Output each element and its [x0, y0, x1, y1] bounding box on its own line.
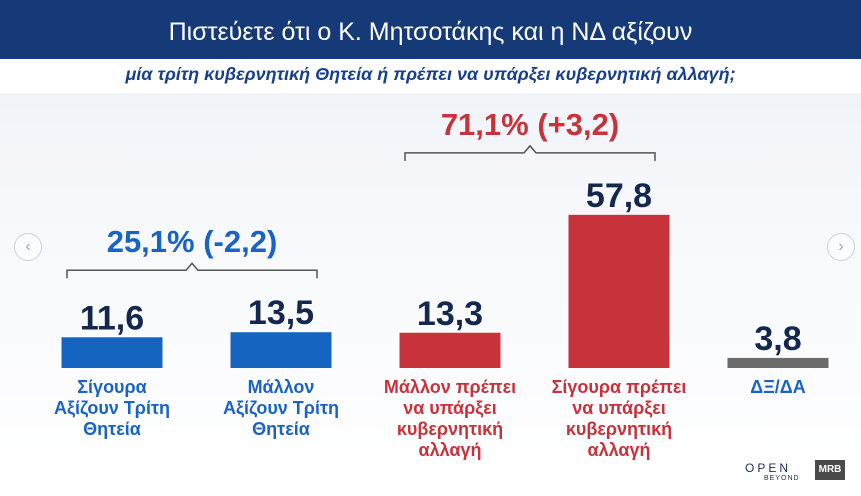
category-label: κυβερνητική — [397, 419, 503, 439]
bar — [61, 337, 163, 368]
open-logo: OPEN — [745, 461, 792, 475]
next-arrow-icon[interactable]: › — [827, 233, 855, 261]
chart-subtitle: μία τρίτη κυβερνητική Θητεία ή πρέπει να… — [125, 64, 736, 84]
bar — [727, 357, 829, 368]
category-label: Μάλλον — [248, 377, 315, 397]
title-bar — [0, 0, 861, 59]
bar-value-label: 13,5 — [248, 294, 314, 332]
category-label: να υπάρξει — [572, 398, 666, 419]
category-label: ΔΞ/ΔΑ — [750, 377, 805, 397]
group-total-label: 71,1% (+3,2) — [441, 107, 619, 142]
subtitle-bar — [0, 59, 861, 93]
group-bracket — [66, 262, 318, 279]
category-label: αλλαγή — [588, 440, 651, 460]
bar-value-label: 57,8 — [586, 177, 652, 215]
bar-value-label: 13,3 — [417, 295, 483, 333]
mrb-logo: MRB — [815, 460, 845, 480]
bar-value-label: 11,6 — [80, 299, 144, 337]
category-label: αλλαγή — [419, 440, 482, 460]
category-label: Αξίζουν Τρίτη — [223, 398, 339, 419]
category-label: Αξίζουν Τρίτη — [54, 398, 170, 419]
group-bracket — [404, 144, 656, 161]
bar — [399, 332, 501, 368]
category-label: Μάλλον πρέπει — [384, 377, 516, 397]
category-label: Θητεία — [252, 419, 310, 439]
open-logo-subtitle: BEYOND — [764, 475, 800, 482]
chart-title: Πιστεύετε ότι ο Κ. Μητσοτάκης και η ΝΔ α… — [168, 18, 693, 46]
group-total-label: 25,1% (-2,2) — [107, 224, 278, 259]
prev-arrow-icon[interactable]: ‹ — [14, 233, 42, 261]
bar — [568, 214, 670, 368]
category-label: Σίγουρα — [77, 377, 147, 397]
category-label: Σίγουρα πρέπει — [552, 377, 687, 397]
category-label: Θητεία — [83, 419, 141, 439]
category-label: να υπάρξει — [403, 398, 497, 419]
bar — [230, 332, 332, 368]
category-label: κυβερνητική — [566, 419, 672, 439]
bar-value-label: 3,8 — [754, 320, 801, 358]
